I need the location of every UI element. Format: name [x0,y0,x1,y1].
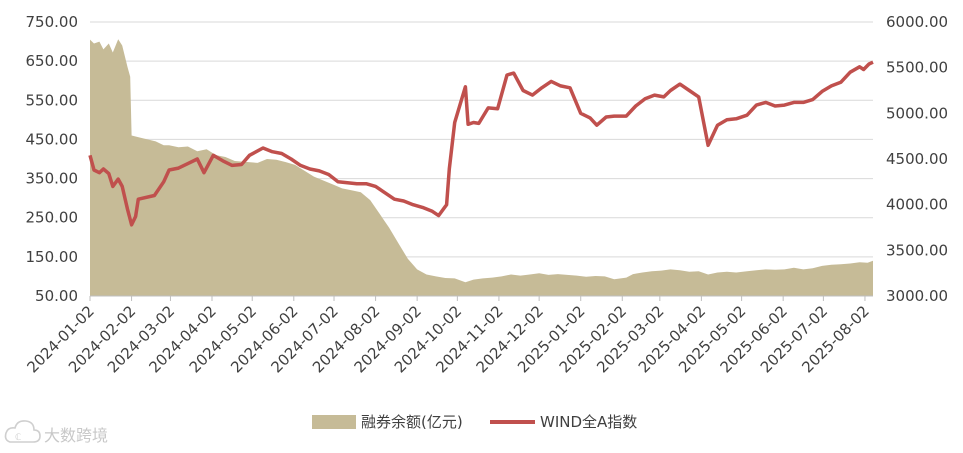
legend-label-area: 融券余额(亿元) [361,413,463,431]
left-axis-tick-label: 550.00 [26,91,79,109]
left-axis-tick-label: 50.00 [35,287,78,305]
right-axis-tick-label: 5500.00 [886,59,948,77]
watermark-text: 大数跨境 [44,426,108,445]
legend: 融券余额(亿元) WIND全A指数 [312,413,637,431]
left-axis-tick-label: 250.00 [26,209,79,227]
cloud-logo-icon: ℂ [4,420,41,443]
right-axis-tick-label: 3500.00 [886,241,948,259]
left-axis-tick-label: 450.00 [26,130,79,148]
area-path [90,39,873,296]
watermark: ℂ 大数跨境 [4,420,108,445]
left-axis-tick-label: 650.00 [26,52,79,70]
left-axis-tick-label: 150.00 [26,248,79,266]
line-path [88,60,874,227]
left-axis-tick-label: 350.00 [26,170,79,188]
right-axis-tick-label: 4500.00 [886,150,948,168]
right-axis-tick-label: 4000.00 [886,196,948,214]
right-axis-tick-label: 3000.00 [886,287,948,305]
area-series-short-balance [90,39,873,296]
svg-text:ℂ: ℂ [15,433,21,443]
right-axis-tick-label: 6000.00 [886,13,948,31]
line-series-wind-a-index [88,60,874,227]
right-axis-tick-label: 5000.00 [886,104,948,122]
legend-label-line: WIND全A指数 [540,413,637,431]
left-axis-tick-label: 750.00 [26,13,79,31]
legend-swatch-area [312,415,356,429]
